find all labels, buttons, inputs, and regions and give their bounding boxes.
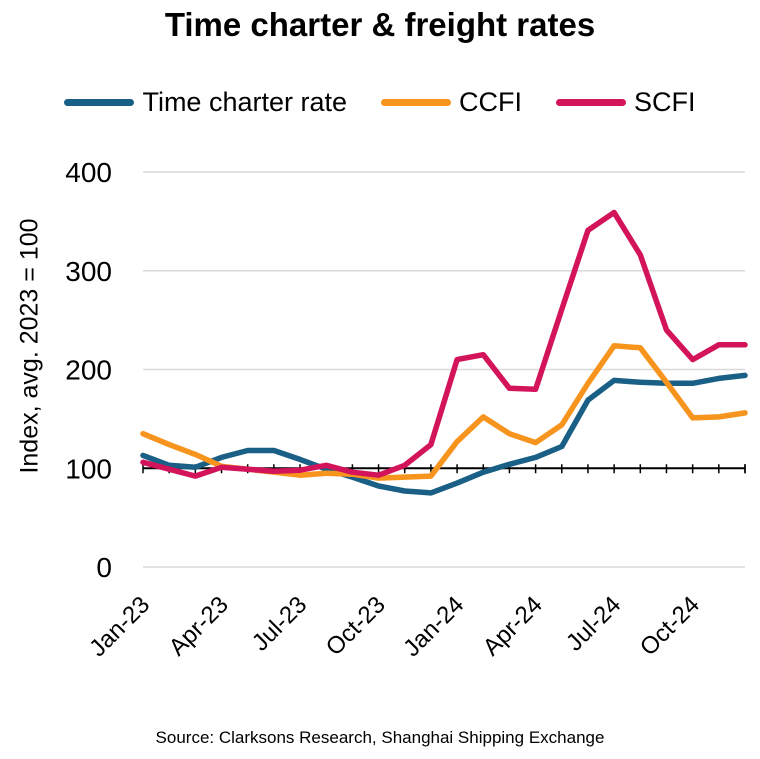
legend-item: Time charter rate — [64, 87, 347, 118]
x-tick-label: Oct-24 — [635, 591, 705, 661]
gridlines — [143, 171, 745, 568]
x-tick-label: Jul-24 — [561, 591, 626, 656]
x-tick-label: Jan-24 — [398, 591, 469, 662]
x-tick-label: Jan-23 — [84, 591, 155, 662]
series-lines — [140, 209, 748, 496]
legend-item: CCFI — [381, 87, 522, 118]
y-tick-label: 200 — [65, 355, 112, 386]
legend: Time charter rate CCFI SCFI — [0, 84, 760, 120]
y-tick-label: 0 — [96, 552, 112, 583]
legend-swatch — [381, 98, 452, 106]
x-tick-label: Apr-24 — [478, 591, 548, 661]
x-tick-label: Oct-23 — [321, 591, 391, 661]
legend-swatch — [556, 98, 627, 106]
chart-title: Time charter & freight rates — [164, 6, 596, 43]
series-line-ccfi — [140, 343, 748, 481]
legend-label: Time charter rate — [142, 86, 348, 117]
x-tick-label: Jul-23 — [247, 591, 312, 656]
y-tick-label: 100 — [65, 453, 112, 484]
series-line-scfi — [140, 209, 748, 479]
line-chart: 0 100 200 300 400 Jan-23 Apr-23 Jul-23 Oct-23 Jan… — [65, 157, 748, 662]
legend-swatch — [64, 98, 135, 106]
legend-label: CCFI — [459, 86, 523, 117]
legend-item: SCFI — [556, 87, 696, 118]
source-note: Source: Clarksons Research, Shanghai Shi… — [155, 728, 605, 747]
x-tick-label: Apr-23 — [164, 591, 234, 661]
y-tick-label: 300 — [65, 256, 112, 287]
tick-labels: 0 100 200 300 400 Jan-23 Apr-23 Jul-23 Oct-23 Jan… — [65, 157, 705, 662]
y-tick-label: 400 — [65, 157, 112, 188]
series-line-time-charter-rate — [140, 372, 748, 496]
legend-label: SCFI — [634, 86, 696, 117]
